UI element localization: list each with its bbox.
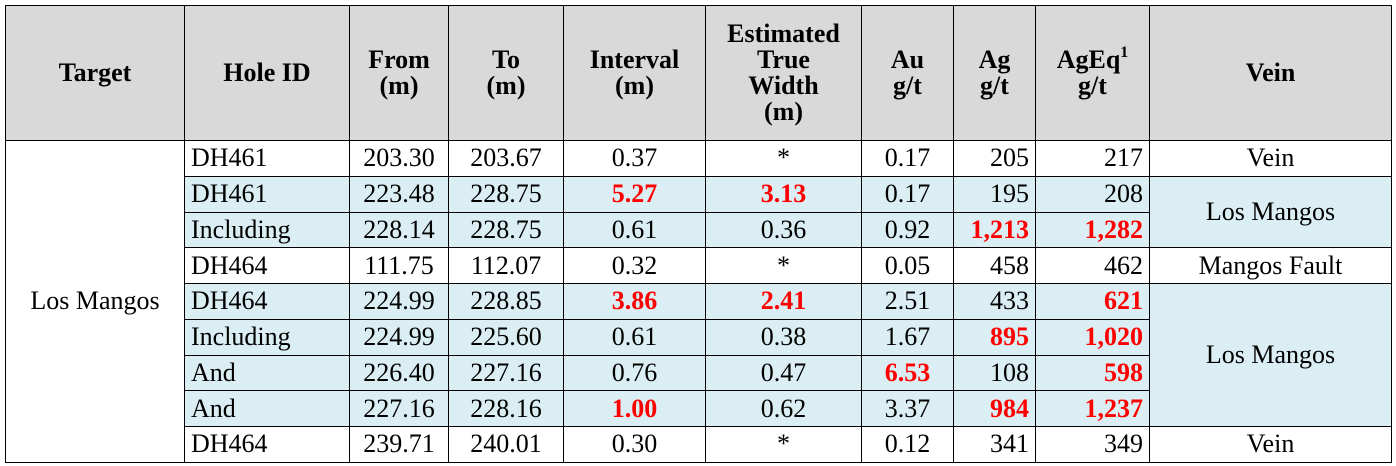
ag-cell: 205 xyxy=(953,140,1036,177)
true-width-cell: * xyxy=(705,140,862,177)
header-ageq: AgEq1 g/t xyxy=(1035,5,1150,141)
au-cell: 1.67 xyxy=(861,318,954,356)
header-interval: Interval (m) xyxy=(563,5,706,141)
true-width-cell: * xyxy=(705,247,862,284)
au-cell: 0.05 xyxy=(861,247,954,284)
header-row: Target Hole ID From (m) To (m) Interval (m)… xyxy=(5,5,1392,141)
ag-cell: 984 xyxy=(953,390,1036,427)
from-cell: 227.16 xyxy=(349,390,449,427)
true-width-cell: 0.36 xyxy=(705,211,862,249)
header-au: Au g/t xyxy=(861,5,954,141)
to-cell: 225.60 xyxy=(448,318,564,356)
interval-cell: 0.61 xyxy=(563,211,706,249)
interval-cell: 5.27 xyxy=(563,175,706,213)
true-width-cell: 2.41 xyxy=(705,283,862,320)
interval-cell: 0.30 xyxy=(563,426,706,463)
au-cell: 6.53 xyxy=(861,354,954,392)
ag-cell: 195 xyxy=(953,175,1036,213)
ageq-cell: 217 xyxy=(1035,140,1150,177)
ageq-cell: 462 xyxy=(1035,247,1150,284)
footnote-marker: 1 xyxy=(1120,44,1129,61)
ag-cell: 341 xyxy=(953,426,1036,463)
to-cell: 228.16 xyxy=(448,390,564,427)
vein-cell: Mangos Fault xyxy=(1149,247,1392,284)
to-cell: 228.75 xyxy=(448,175,564,213)
table-row: Including 228.14 228.75 0.61 0.36 0.92 1… xyxy=(6,211,1392,249)
to-cell: 112.07 xyxy=(448,247,564,284)
from-cell: 203.30 xyxy=(349,140,449,177)
ag-cell: 1,213 xyxy=(953,211,1036,249)
true-width-cell: 0.38 xyxy=(705,318,862,356)
ag-cell: 895 xyxy=(953,318,1036,356)
interval-cell: 1.00 xyxy=(563,390,706,427)
true-width-cell: 0.47 xyxy=(705,354,862,392)
ageq-cell: 1,282 xyxy=(1035,211,1150,249)
au-cell: 2.51 xyxy=(861,283,954,320)
hole-id-cell: Including xyxy=(184,211,350,249)
to-cell: 203.67 xyxy=(448,140,564,177)
vein-cell: Los Mangos xyxy=(1149,283,1392,427)
au-cell: 3.37 xyxy=(861,390,954,427)
header-to: To (m) xyxy=(448,5,564,141)
table-row: Los Mangos DH461 203.30 203.67 0.37 * 0.… xyxy=(5,140,1392,463)
au-cell: 0.17 xyxy=(861,140,954,177)
hole-id-cell: Including xyxy=(184,318,350,356)
ag-cell: 433 xyxy=(953,283,1036,320)
interval-cell: 3.86 xyxy=(563,283,706,320)
au-cell: 0.17 xyxy=(861,175,954,213)
header-vein: Vein xyxy=(1149,5,1392,141)
from-cell: 224.99 xyxy=(349,318,449,356)
interval-cell: 0.76 xyxy=(563,354,706,392)
ageq-cell: 349 xyxy=(1035,426,1150,463)
hole-id-cell: And xyxy=(184,390,350,427)
hole-id-cell: DH461 xyxy=(184,140,350,177)
to-cell: 228.75 xyxy=(448,211,564,249)
header-estimated-true-width: Estimated True Width (m) xyxy=(705,5,862,141)
vein-cell: Vein xyxy=(1149,426,1392,463)
table-row: DH464 224.99 228.85 3.86 2.41 2.51 433 6… xyxy=(6,283,1392,427)
vein-cell: Los Mangos xyxy=(1149,175,1392,249)
true-width-cell: * xyxy=(705,426,862,463)
au-cell: 0.12 xyxy=(861,426,954,463)
interval-cell: 0.37 xyxy=(563,140,706,177)
table-row: DH464 239.71 240.01 0.30 * 0.12 341 349 … xyxy=(6,426,1392,463)
true-width-cell: 3.13 xyxy=(705,175,862,213)
vein-cell: Vein xyxy=(1149,140,1392,177)
ag-cell: 458 xyxy=(953,247,1036,284)
table-row: DH464 111.75 112.07 0.32 * 0.05 458 462 … xyxy=(6,247,1392,284)
hole-id-cell: DH464 xyxy=(184,247,350,284)
header-target: Target xyxy=(5,5,185,141)
ag-cell: 108 xyxy=(953,354,1036,392)
from-cell: 111.75 xyxy=(349,247,449,284)
ageq-cell: 208 xyxy=(1035,175,1150,213)
ageq-cell: 1,020 xyxy=(1035,318,1150,356)
table-row: And 227.16 228.16 1.00 0.62 3.37 984 1,2… xyxy=(6,390,1392,427)
true-width-cell: 0.62 xyxy=(705,390,862,427)
header-ag: Ag g/t xyxy=(953,5,1036,141)
ageq-cell: 1,237 xyxy=(1035,390,1150,427)
header-from: From (m) xyxy=(349,5,449,141)
from-cell: 228.14 xyxy=(349,211,449,249)
target-cell: Los Mangos xyxy=(5,140,185,463)
to-cell: 227.16 xyxy=(448,354,564,392)
interval-cell: 0.32 xyxy=(563,247,706,284)
to-cell: 240.01 xyxy=(448,426,564,463)
from-cell: 223.48 xyxy=(349,175,449,213)
ageq-cell: 598 xyxy=(1035,354,1150,392)
from-cell: 239.71 xyxy=(349,426,449,463)
hole-id-cell: DH464 xyxy=(184,426,350,463)
interval-cell: 0.61 xyxy=(563,318,706,356)
table-row: DH461 223.48 228.75 5.27 3.13 0.17 195 2… xyxy=(6,175,1392,249)
hole-id-cell: DH461 xyxy=(184,175,350,213)
drill-results-table: Target Hole ID From (m) To (m) Interval (m)… xyxy=(5,5,1392,463)
ageq-cell: 621 xyxy=(1035,283,1150,320)
hole-id-cell: And xyxy=(184,354,350,392)
header-hole-id: Hole ID xyxy=(184,5,350,141)
to-cell: 228.85 xyxy=(448,283,564,320)
au-cell: 0.92 xyxy=(861,211,954,249)
from-cell: 226.40 xyxy=(349,354,449,392)
table-row: And 226.40 227.16 0.76 0.47 6.53 108 598 xyxy=(6,354,1392,392)
from-cell: 224.99 xyxy=(349,283,449,320)
hole-id-cell: DH464 xyxy=(184,283,350,320)
